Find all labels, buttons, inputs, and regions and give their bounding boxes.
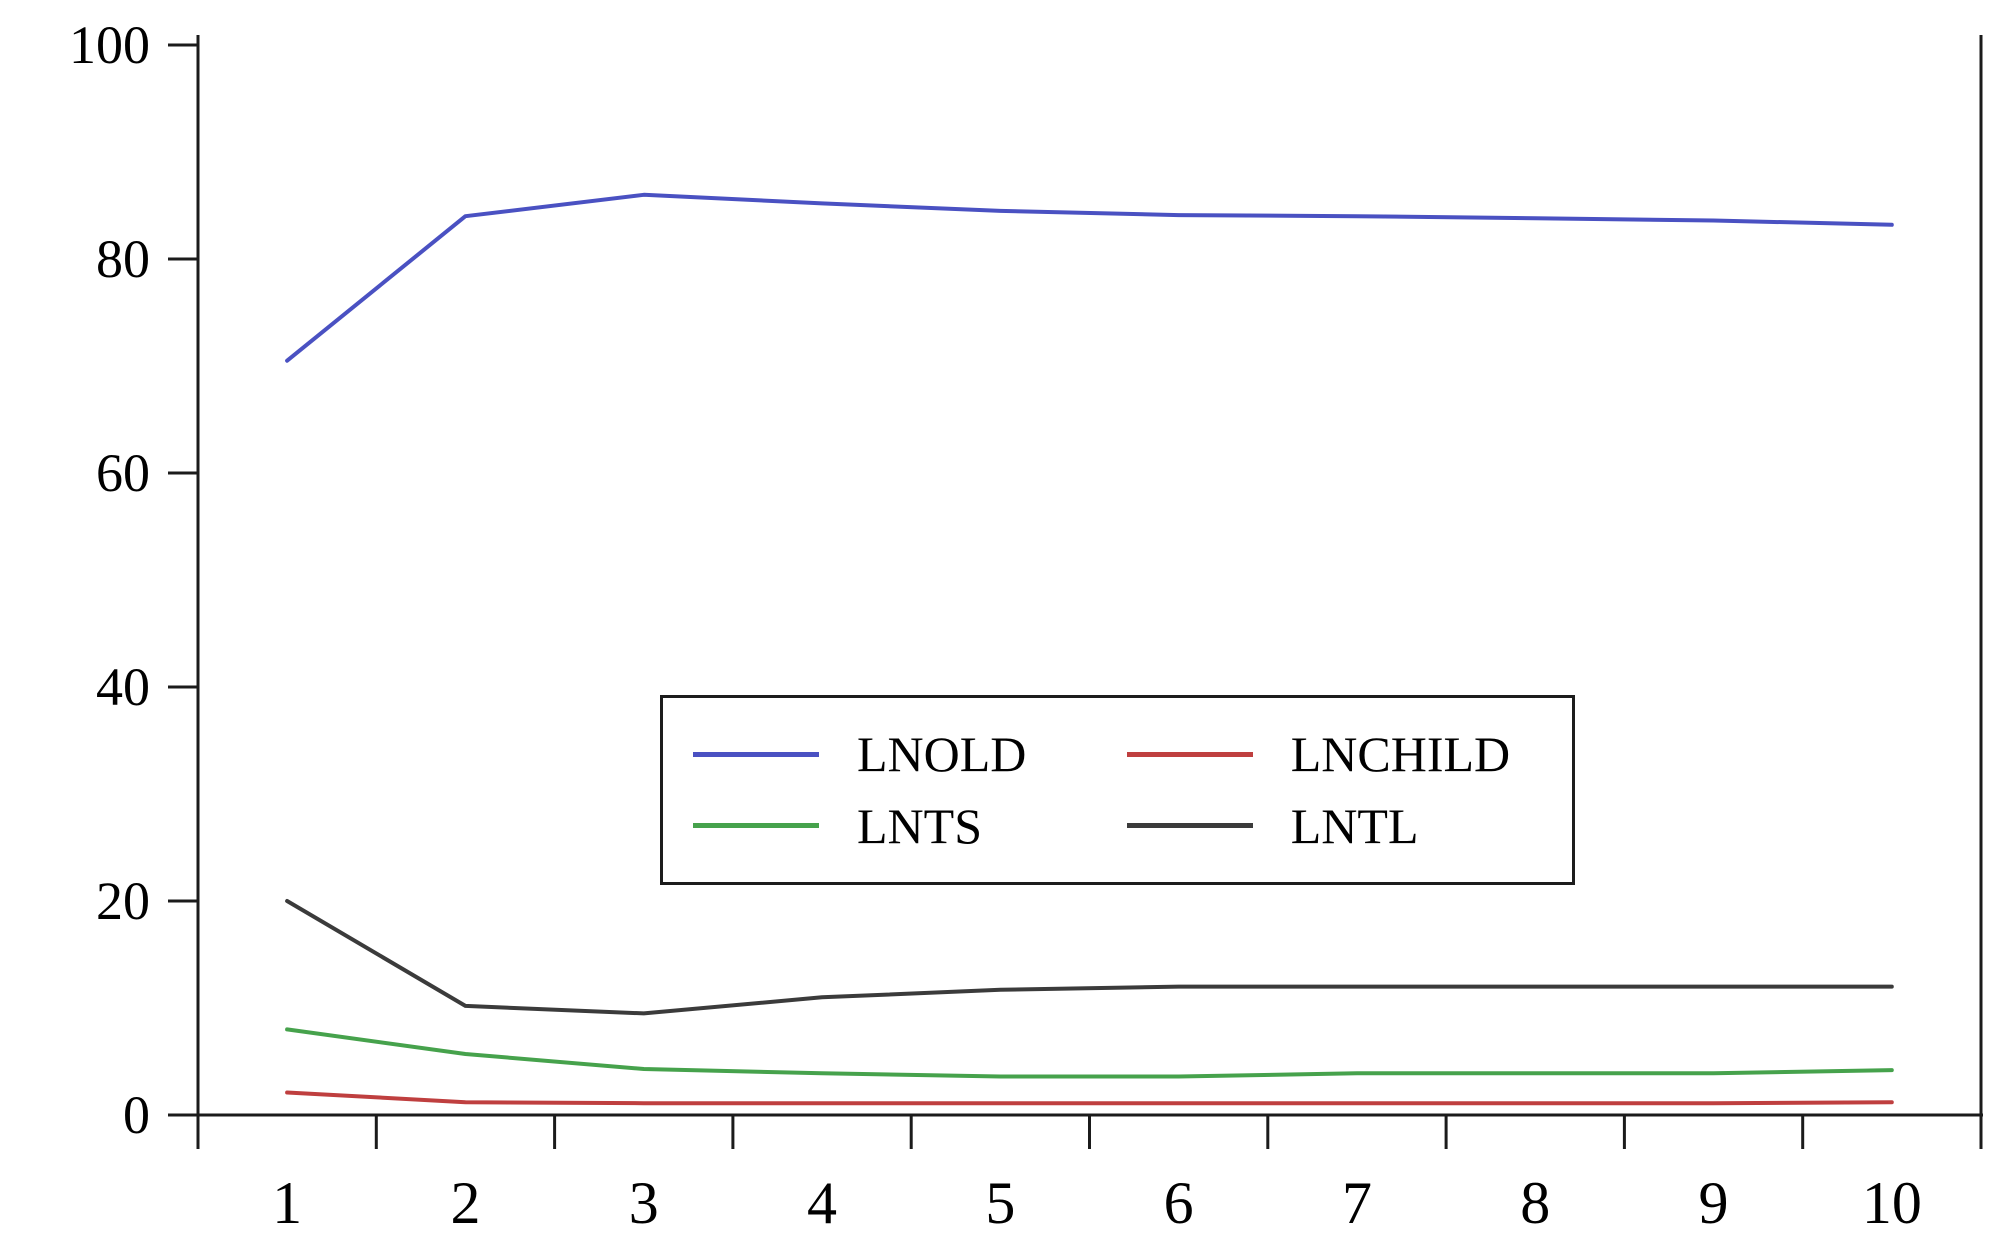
- chart-legend: LNOLD LNCHILD LNTS LNTL: [660, 695, 1575, 885]
- x-tick-label: 5: [985, 1170, 1015, 1236]
- y-tick-label: 0: [123, 1085, 150, 1145]
- y-tick-label: 100: [69, 15, 150, 75]
- legend-swatch-lnchild: [1126, 751, 1253, 757]
- legend-swatch-lnold: [693, 751, 819, 757]
- legend-label-lnold: LNOLD: [857, 726, 1027, 783]
- x-tick-label: 8: [1520, 1170, 1550, 1236]
- series-line-lnts: [285, 1027, 1894, 1079]
- legend-label-lnchild: LNCHILD: [1290, 726, 1511, 783]
- legend-label-lnts: LNTS: [857, 797, 982, 854]
- x-tick-label: 4: [807, 1170, 837, 1236]
- series-line-lntl: [285, 899, 1894, 1016]
- x-tick-label: 2: [450, 1170, 480, 1236]
- y-tick-label: 80: [96, 229, 150, 289]
- legend-item-lnold: LNOLD: [693, 729, 1127, 779]
- series-line-lnold: [285, 192, 1894, 363]
- legend-swatch-lnts: [693, 823, 819, 829]
- x-tick-label: 10: [1862, 1170, 1922, 1236]
- y-tick-label: 20: [96, 871, 150, 931]
- x-tick-label: 3: [629, 1170, 659, 1236]
- legend-item-lnchild: LNCHILD: [1126, 726, 1552, 783]
- x-tick-label: 7: [1342, 1170, 1372, 1236]
- legend-swatch-lntl: [1126, 823, 1253, 829]
- x-tick-label: 6: [1164, 1170, 1194, 1236]
- legend-item-lntl: LNTL: [1126, 797, 1552, 854]
- series-line-lnchild: [285, 1090, 1894, 1106]
- legend-item-lnts: LNTS: [693, 801, 1127, 851]
- legend-label-lntl: LNTL: [1290, 797, 1419, 854]
- y-tick-label: 40: [96, 657, 150, 717]
- y-tick-label: 60: [96, 443, 150, 503]
- x-tick-label: 1: [272, 1170, 302, 1236]
- x-tick-label: 9: [1699, 1170, 1729, 1236]
